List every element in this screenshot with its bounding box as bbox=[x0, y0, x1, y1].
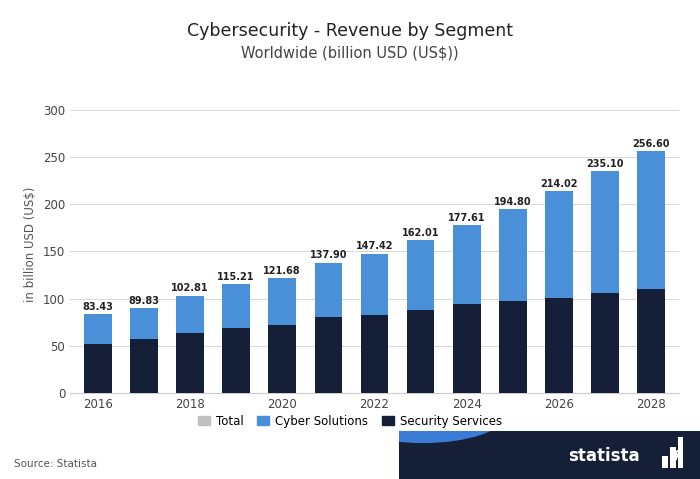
Text: Source: Statista: Source: Statista bbox=[14, 459, 97, 469]
Bar bbox=[638, 151, 665, 289]
Bar bbox=[499, 209, 526, 301]
Text: 235.10: 235.10 bbox=[587, 159, 624, 169]
Bar bbox=[407, 310, 435, 393]
Y-axis label: in billion USD (US$): in billion USD (US$) bbox=[25, 187, 37, 302]
Bar bbox=[268, 278, 296, 325]
Text: 121.68: 121.68 bbox=[263, 266, 301, 276]
Text: 83.43: 83.43 bbox=[82, 302, 113, 312]
Bar bbox=[453, 304, 481, 393]
Bar bbox=[130, 339, 158, 393]
Text: 115.21: 115.21 bbox=[217, 272, 255, 282]
Bar bbox=[545, 191, 573, 297]
Text: 162.01: 162.01 bbox=[402, 228, 440, 238]
Bar bbox=[130, 308, 158, 339]
FancyBboxPatch shape bbox=[399, 431, 700, 479]
Bar bbox=[360, 254, 388, 315]
Bar bbox=[314, 318, 342, 393]
FancyBboxPatch shape bbox=[662, 456, 668, 468]
Text: 256.60: 256.60 bbox=[633, 138, 670, 148]
Bar bbox=[499, 301, 526, 393]
Ellipse shape bbox=[340, 386, 506, 443]
Bar bbox=[592, 293, 619, 393]
Bar bbox=[638, 289, 665, 393]
Text: ✱: ✱ bbox=[671, 449, 681, 463]
Bar bbox=[360, 315, 388, 393]
Bar bbox=[223, 328, 250, 393]
Bar bbox=[592, 171, 619, 293]
Bar bbox=[545, 297, 573, 393]
Bar bbox=[84, 314, 111, 344]
Bar bbox=[314, 263, 342, 318]
Legend: Total, Cyber Solutions, Security Services: Total, Cyber Solutions, Security Service… bbox=[198, 415, 502, 428]
Text: Cybersecurity - Revenue by Segment: Cybersecurity - Revenue by Segment bbox=[187, 22, 513, 40]
Bar bbox=[176, 296, 204, 333]
Bar bbox=[223, 284, 250, 328]
FancyBboxPatch shape bbox=[678, 437, 683, 468]
Text: 137.90: 137.90 bbox=[309, 251, 347, 261]
Text: 214.02: 214.02 bbox=[540, 179, 577, 189]
Text: Worldwide (billion USD (US$)): Worldwide (billion USD (US$)) bbox=[241, 46, 458, 60]
Text: 102.81: 102.81 bbox=[171, 284, 209, 294]
Text: statista: statista bbox=[568, 447, 640, 465]
Bar bbox=[453, 225, 481, 304]
FancyBboxPatch shape bbox=[670, 447, 676, 468]
Text: 89.83: 89.83 bbox=[128, 296, 160, 306]
Bar bbox=[176, 333, 204, 393]
Bar bbox=[407, 240, 435, 310]
Text: 147.42: 147.42 bbox=[356, 241, 393, 251]
Text: 194.80: 194.80 bbox=[494, 197, 532, 207]
Text: 177.61: 177.61 bbox=[448, 213, 486, 223]
Bar bbox=[268, 325, 296, 393]
Bar bbox=[84, 344, 111, 393]
